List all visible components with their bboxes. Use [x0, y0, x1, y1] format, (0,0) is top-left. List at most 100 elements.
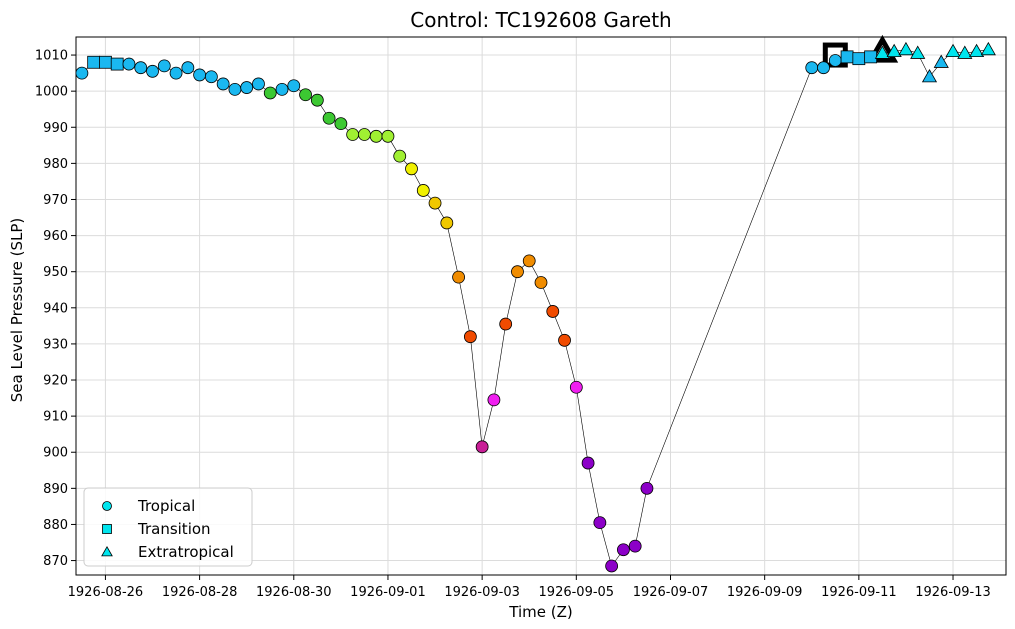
data-point: [381, 129, 395, 143]
y-tick-label: 910: [43, 410, 68, 425]
data-point: [968, 43, 985, 58]
data-point: [393, 149, 407, 163]
data-point: [511, 265, 524, 279]
data-point: [122, 57, 136, 71]
data-point: [558, 333, 571, 347]
data-point: [287, 79, 301, 93]
x-tick-label: 1926-09-09: [727, 585, 803, 600]
data-point: [534, 276, 548, 289]
data-point: [252, 77, 265, 91]
data-point: [487, 393, 501, 407]
data-point: [405, 162, 418, 176]
y-tick-label: 880: [43, 518, 68, 533]
highlight-marker: [866, 34, 899, 63]
data-point: [99, 55, 112, 69]
data-point: [628, 539, 642, 553]
x-tick-label: 1926-08-30: [256, 585, 332, 600]
data-point: [310, 93, 324, 107]
y-tick-label: 950: [43, 265, 68, 280]
data-point: [593, 516, 607, 530]
data-point: [921, 69, 938, 83]
x-tick-label: 1926-09-11: [821, 585, 897, 600]
data-point: [146, 64, 159, 78]
data-point: [358, 128, 371, 141]
data-point: [169, 66, 183, 80]
y-axis-label: Sea Level Pressure (SLP): [8, 218, 26, 403]
data-point: [440, 216, 454, 230]
data-point: [522, 254, 536, 268]
data-point: [87, 55, 101, 69]
y-tick-label: 870: [43, 554, 68, 569]
x-tick-label: 1926-09-05: [539, 585, 615, 600]
data-point: [193, 68, 207, 82]
data-layer: [75, 34, 996, 573]
data-point: [452, 270, 465, 284]
data-point: [157, 59, 171, 73]
data-point: [334, 117, 348, 131]
data-point: [275, 82, 289, 96]
data-point: [322, 111, 336, 125]
data-point: [228, 82, 242, 96]
data-point: [463, 330, 477, 344]
data-point: [299, 88, 312, 102]
data-point: [864, 50, 878, 64]
data-point: [617, 543, 630, 557]
legend-box: [83, 487, 253, 567]
y-tick-label: 960: [43, 229, 68, 244]
data-point: [204, 70, 218, 84]
legend-label: Transition: [137, 520, 211, 538]
chart-title: Control: TC192608 Gareth: [410, 8, 671, 32]
legend-marker: [102, 501, 112, 511]
data-point: [75, 66, 89, 80]
y-tick-label: 890: [43, 482, 68, 497]
data-point: [216, 77, 230, 91]
y-tick-label: 970: [43, 193, 68, 208]
x-tick-label: 1926-09-01: [350, 585, 426, 600]
y-tick-label: 900: [43, 446, 68, 461]
axes: 1926-08-26 1926-08-28 1926-08-30 1926-09-01…: [35, 36, 1007, 600]
data-point: [957, 45, 973, 59]
data-point: [805, 61, 819, 75]
data-point: [852, 52, 866, 66]
data-point: [416, 184, 430, 197]
data-point: [346, 128, 360, 141]
x-tick-label: 1926-09-13: [915, 585, 991, 600]
x-axis-label: Time (Z): [508, 603, 572, 621]
data-point: [874, 45, 890, 59]
data-point: [605, 559, 619, 573]
y-tick-label: 920: [43, 374, 68, 389]
y-tick-label: 940: [43, 301, 68, 316]
plot-frame: [75, 36, 1007, 576]
data-point: [134, 61, 148, 75]
data-point: [569, 380, 583, 394]
data-point: [817, 61, 830, 75]
data-point: [369, 129, 383, 143]
x-tick-label: 1926-09-07: [633, 585, 709, 600]
data-point: [898, 41, 914, 56]
data-point: [828, 54, 842, 67]
data-point: [933, 54, 949, 68]
data-point: [499, 317, 513, 331]
legend-label: Tropical: [137, 497, 195, 515]
y-tick-label: 1010: [35, 49, 68, 64]
legend: Tropical Transition Extratropical: [83, 487, 253, 567]
data-point: [263, 86, 277, 100]
y-tick-label: 990: [43, 121, 68, 136]
data-point: [640, 481, 654, 495]
x-tick-label: 1926-09-03: [444, 585, 520, 600]
y-tick-label: 1000: [35, 85, 68, 100]
x-tick-label: 1926-08-26: [68, 585, 144, 600]
data-point: [945, 43, 961, 58]
data-point: [910, 45, 926, 59]
data-point: [886, 43, 902, 58]
data-point: [110, 57, 124, 71]
data-point: [980, 41, 996, 56]
data-point: [546, 305, 560, 318]
legend-marker: [102, 524, 112, 534]
legend-marker: [101, 546, 113, 557]
data-point: [840, 50, 854, 64]
data-point: [475, 440, 489, 454]
legend-label: Extratropical: [138, 543, 234, 561]
